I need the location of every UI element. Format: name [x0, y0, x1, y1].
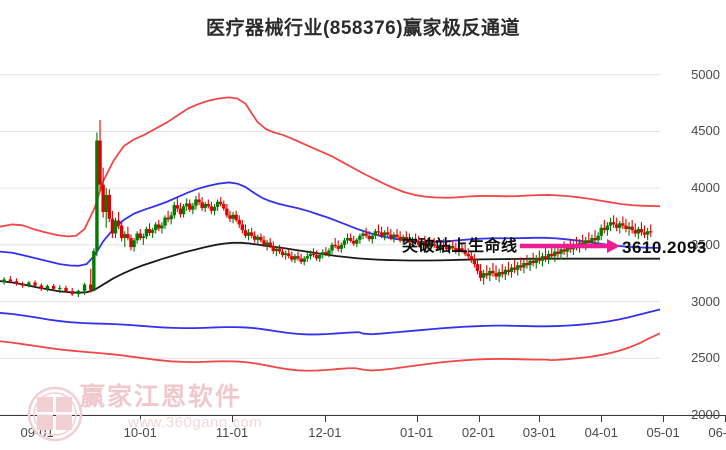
annotation-price-value: 3610.2093: [622, 238, 707, 257]
x-axis-tick-label: 10-01: [123, 425, 157, 440]
x-axis-tick-mark: [724, 415, 726, 422]
page-title: 医疗器械行业(858376)赢家极反通道: [205, 18, 521, 39]
x-axis-tick-label: 11-01: [215, 425, 249, 440]
x-axis-tick-mark: [663, 415, 665, 422]
x-axis-tick-label: 02-01: [461, 425, 496, 440]
y-axis-tick-label: 2500: [691, 350, 720, 366]
x-axis-tick-label: 09-01: [20, 425, 54, 440]
y-axis-tick-label: 2000: [691, 407, 720, 422]
x-axis-tick-mark: [601, 415, 603, 422]
x-axis-tick-mark: [37, 415, 39, 422]
y-axis-tick-label: 3000: [691, 293, 720, 309]
x-axis-tick-mark: [324, 415, 326, 422]
x-axis-tick-label: 03-01: [522, 425, 556, 440]
annotation-arrow: [520, 239, 620, 253]
x-axis-tick-label: 12-01: [308, 425, 342, 440]
x-axis-tick-label: 06-01: [708, 425, 726, 440]
y-axis-tick-label: 4000: [691, 180, 720, 196]
x-axis-tick-label: 04-01: [584, 425, 618, 440]
y-axis: 5000 4500 4000 3500 3000 2500 2000: [660, 52, 726, 421]
x-axis-tick-mark: [539, 415, 541, 422]
x-axis-tick-label: 05-01: [646, 425, 680, 440]
candlestick-series: [2, 120, 653, 298]
chart-plot-area: [0, 52, 660, 415]
x-axis-tick-mark: [478, 415, 480, 422]
y-axis-tick-label: 4500: [691, 123, 720, 139]
x-axis-tick-mark: [232, 415, 234, 422]
y-axis-tick-label: 5000: [691, 66, 720, 82]
gridlines: [0, 74, 660, 415]
annotation-label: 突破站上生命线: [402, 238, 518, 255]
chart-canvas: [0, 74, 660, 415]
channel-bands: [0, 96, 660, 372]
x-axis-line: [0, 415, 726, 416]
y-axis-tick-label: 3500: [691, 236, 720, 252]
x-axis-tick-mark: [140, 415, 142, 422]
x-axis-tick-label: 01-01: [400, 425, 434, 440]
x-axis-tick-mark: [416, 415, 418, 422]
